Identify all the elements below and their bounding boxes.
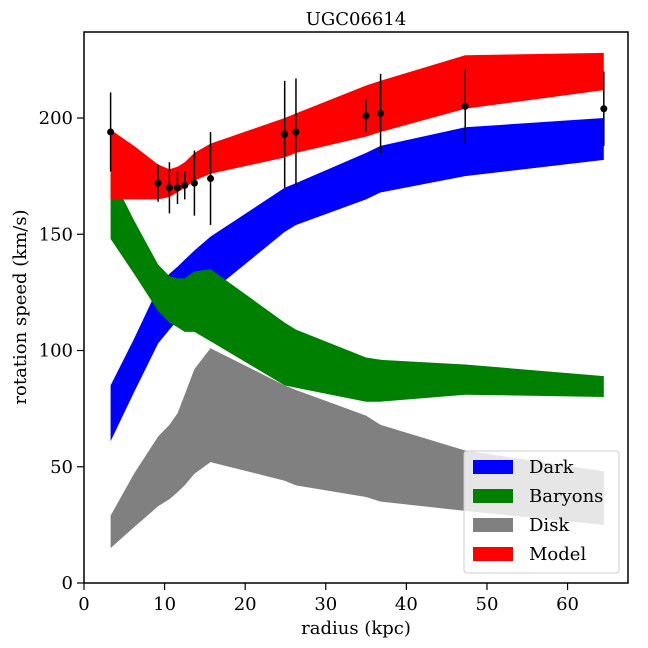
y-tick-label: 50 bbox=[50, 457, 73, 478]
y-tick-label: 200 bbox=[39, 108, 73, 129]
data-point bbox=[207, 174, 215, 182]
data-point bbox=[165, 184, 173, 192]
x-tick-label: 60 bbox=[556, 594, 579, 615]
chart-title: UGC06614 bbox=[306, 9, 407, 30]
data-point bbox=[173, 184, 181, 192]
y-tick-label: 150 bbox=[39, 224, 73, 245]
data-point bbox=[461, 102, 469, 110]
legend-frame bbox=[463, 450, 620, 574]
x-tick-label: 10 bbox=[153, 594, 176, 615]
tick-layer: 0 10 20 30 40 50 60 0 50 100 150 200 bbox=[39, 108, 579, 615]
legend-swatch-model bbox=[473, 547, 513, 561]
plot-frame bbox=[83, 31, 629, 584]
data-point bbox=[600, 105, 608, 113]
band-baryons bbox=[110, 173, 604, 402]
legend: Dark Baryons Disk Model bbox=[463, 450, 620, 574]
legend-swatch-dark bbox=[473, 460, 513, 474]
data-point bbox=[154, 179, 162, 187]
x-tick-label: 50 bbox=[476, 594, 499, 615]
data-point bbox=[190, 179, 198, 187]
legend-swatch-baryons bbox=[473, 489, 513, 503]
y-axis-label: rotation speed (km/s) bbox=[10, 209, 31, 404]
x-axis-label: radius (kpc) bbox=[301, 618, 411, 639]
legend-label-disk: Disk bbox=[529, 515, 570, 536]
legend-label-baryons: Baryons bbox=[529, 486, 603, 507]
y-tick-label: 100 bbox=[39, 341, 73, 362]
data-point bbox=[377, 109, 385, 117]
data-point bbox=[292, 128, 300, 136]
band-model bbox=[110, 52, 604, 200]
data-point bbox=[181, 181, 189, 189]
x-tick-label: 20 bbox=[234, 594, 257, 615]
legend-label-dark: Dark bbox=[529, 457, 575, 478]
legend-label-model: Model bbox=[529, 544, 586, 565]
data-point bbox=[107, 128, 115, 136]
data-point bbox=[281, 130, 289, 138]
legend-swatch-disk bbox=[473, 518, 513, 532]
x-tick-label: 30 bbox=[314, 594, 337, 615]
y-tick-label: 0 bbox=[62, 573, 73, 594]
x-tick-label: 0 bbox=[78, 594, 89, 615]
x-tick-label: 40 bbox=[395, 594, 418, 615]
data-point bbox=[362, 112, 370, 120]
observation-layer bbox=[107, 69, 608, 225]
